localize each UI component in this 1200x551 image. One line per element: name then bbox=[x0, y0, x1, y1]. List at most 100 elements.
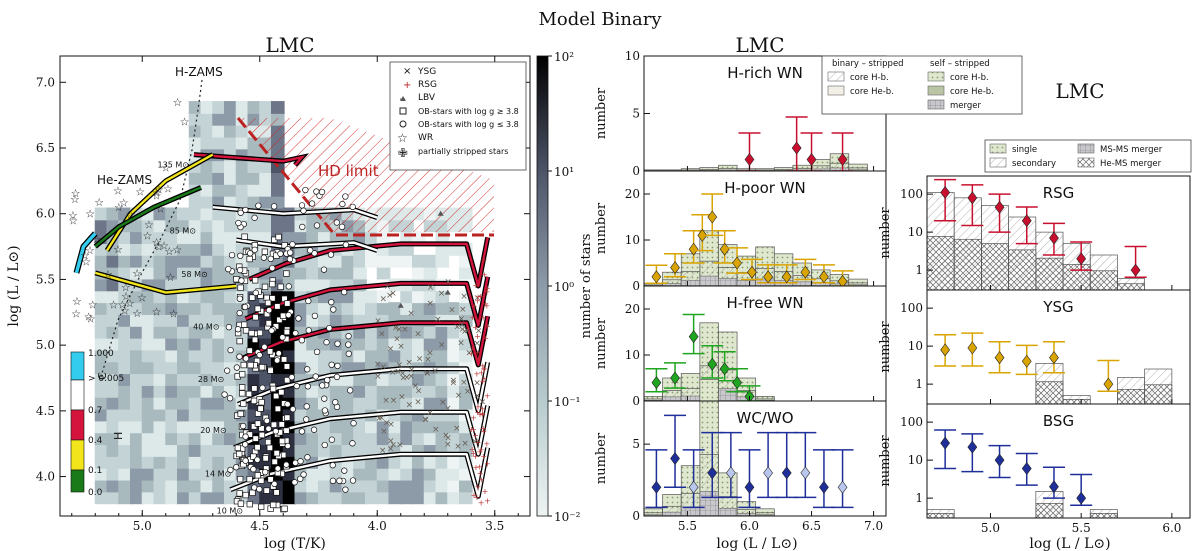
density-cell bbox=[365, 254, 379, 268]
ytick-label: 0 bbox=[632, 394, 640, 408]
density-cell bbox=[177, 455, 191, 469]
density-cell bbox=[212, 219, 226, 233]
ob-star-low-g bbox=[241, 303, 249, 311]
density-cell bbox=[306, 479, 320, 493]
ysg-point: × bbox=[473, 379, 481, 389]
ylabel: number bbox=[594, 202, 609, 254]
obs-point bbox=[940, 186, 951, 200]
rsg-point: + bbox=[480, 452, 487, 461]
ob-star-low-g bbox=[236, 266, 244, 274]
rsg-point: + bbox=[484, 391, 491, 400]
density-cell bbox=[130, 231, 144, 244]
ob-star-high-g bbox=[273, 450, 280, 457]
density-cell bbox=[106, 207, 121, 221]
hrd-xtick-label: 4.5 bbox=[250, 519, 269, 533]
density-cell bbox=[247, 373, 262, 386]
ysg-point: × bbox=[412, 381, 420, 391]
density-cell bbox=[365, 444, 379, 457]
wr-star: ☆ bbox=[125, 297, 135, 310]
density-cell bbox=[200, 361, 215, 375]
density-cell bbox=[376, 479, 391, 493]
ytick-label: 100 bbox=[900, 415, 923, 429]
wr-star: ☆ bbox=[152, 236, 162, 249]
track-line bbox=[248, 237, 489, 288]
panel-label-wc-wo: WC/WO bbox=[737, 409, 794, 427]
obs-point bbox=[994, 351, 1005, 365]
density-cell bbox=[341, 396, 356, 410]
rsg-point: + bbox=[477, 469, 484, 478]
h-bar-yellow bbox=[70, 439, 85, 471]
density-cell bbox=[106, 349, 121, 363]
rsg-point: + bbox=[472, 323, 479, 332]
density-cell bbox=[118, 420, 132, 434]
mass-label-10: 10 M⊙ bbox=[217, 506, 243, 515]
ob-star-low-g bbox=[284, 401, 291, 408]
ysg-point: × bbox=[383, 418, 391, 428]
density-cell bbox=[365, 491, 379, 505]
density-cell bbox=[94, 491, 109, 505]
model-bar-component bbox=[1008, 249, 1037, 291]
ob-star-high-g bbox=[254, 305, 261, 312]
h-bar-green bbox=[70, 469, 85, 493]
ylabel: number bbox=[878, 207, 893, 259]
hd-limit-line bbox=[236, 117, 494, 237]
density-cell bbox=[212, 408, 226, 422]
density-cell bbox=[435, 455, 450, 469]
model-bar-component bbox=[1062, 264, 1091, 291]
rsg-point: + bbox=[484, 459, 491, 468]
h-bar-label: H bbox=[112, 432, 125, 440]
density-cell bbox=[376, 396, 391, 410]
density-cell bbox=[329, 444, 344, 457]
xtick-label: 6.5 bbox=[802, 519, 821, 533]
ob-star-low-g bbox=[268, 327, 275, 334]
wr-star: ☆ bbox=[80, 249, 90, 262]
ob-star-low-g bbox=[312, 373, 319, 380]
density-cell bbox=[271, 361, 285, 375]
density-cell bbox=[118, 254, 132, 268]
density-cell bbox=[341, 266, 356, 280]
density-cell bbox=[165, 455, 179, 469]
ob-star-low-g bbox=[323, 339, 330, 346]
density-cell bbox=[423, 479, 438, 493]
stripped-track-yellow bbox=[94, 271, 237, 294]
density-cell bbox=[153, 207, 168, 221]
obs-point bbox=[763, 270, 773, 284]
ysg-point: × bbox=[375, 414, 383, 424]
ob-star-high-g bbox=[269, 385, 277, 393]
panel-frame-2 bbox=[926, 403, 1191, 519]
obs-point bbox=[651, 376, 662, 390]
density-cell bbox=[365, 396, 379, 410]
density-cell bbox=[188, 396, 203, 410]
ylabel: number bbox=[594, 317, 609, 369]
ysg-point: × bbox=[444, 404, 452, 414]
ob-star-low-g bbox=[329, 462, 336, 469]
ysg-point: × bbox=[399, 374, 407, 384]
ob-star-low-g bbox=[326, 324, 333, 332]
ob-star-low-g bbox=[310, 426, 318, 433]
panel-label-ysg: YSG bbox=[1042, 298, 1073, 316]
density-cell bbox=[212, 290, 226, 304]
density-cell bbox=[353, 337, 367, 351]
density-cell bbox=[447, 325, 461, 339]
density-cell bbox=[294, 266, 309, 280]
ob-star-high-g bbox=[266, 348, 274, 355]
density-cell bbox=[423, 384, 438, 398]
density-cell bbox=[165, 479, 179, 493]
ob-star-high-g bbox=[251, 336, 259, 343]
ob-star-high-g bbox=[281, 242, 288, 249]
model-bar-component bbox=[1089, 270, 1118, 291]
obs-point bbox=[670, 452, 680, 465]
rsg-point: + bbox=[474, 332, 481, 341]
density-cell bbox=[247, 219, 262, 233]
density-cell bbox=[118, 455, 132, 469]
density-cell bbox=[365, 302, 379, 315]
ob-star-high-g bbox=[278, 437, 286, 445]
density-cell bbox=[153, 420, 168, 434]
xtick-label: 6.0 bbox=[1162, 521, 1181, 535]
density-cell bbox=[177, 420, 191, 434]
ysg-point: × bbox=[453, 323, 461, 333]
sg-legend-swatch-secondary bbox=[989, 157, 1007, 168]
density-cell bbox=[118, 313, 132, 327]
density-cell bbox=[153, 243, 168, 256]
density-cell bbox=[353, 384, 367, 398]
